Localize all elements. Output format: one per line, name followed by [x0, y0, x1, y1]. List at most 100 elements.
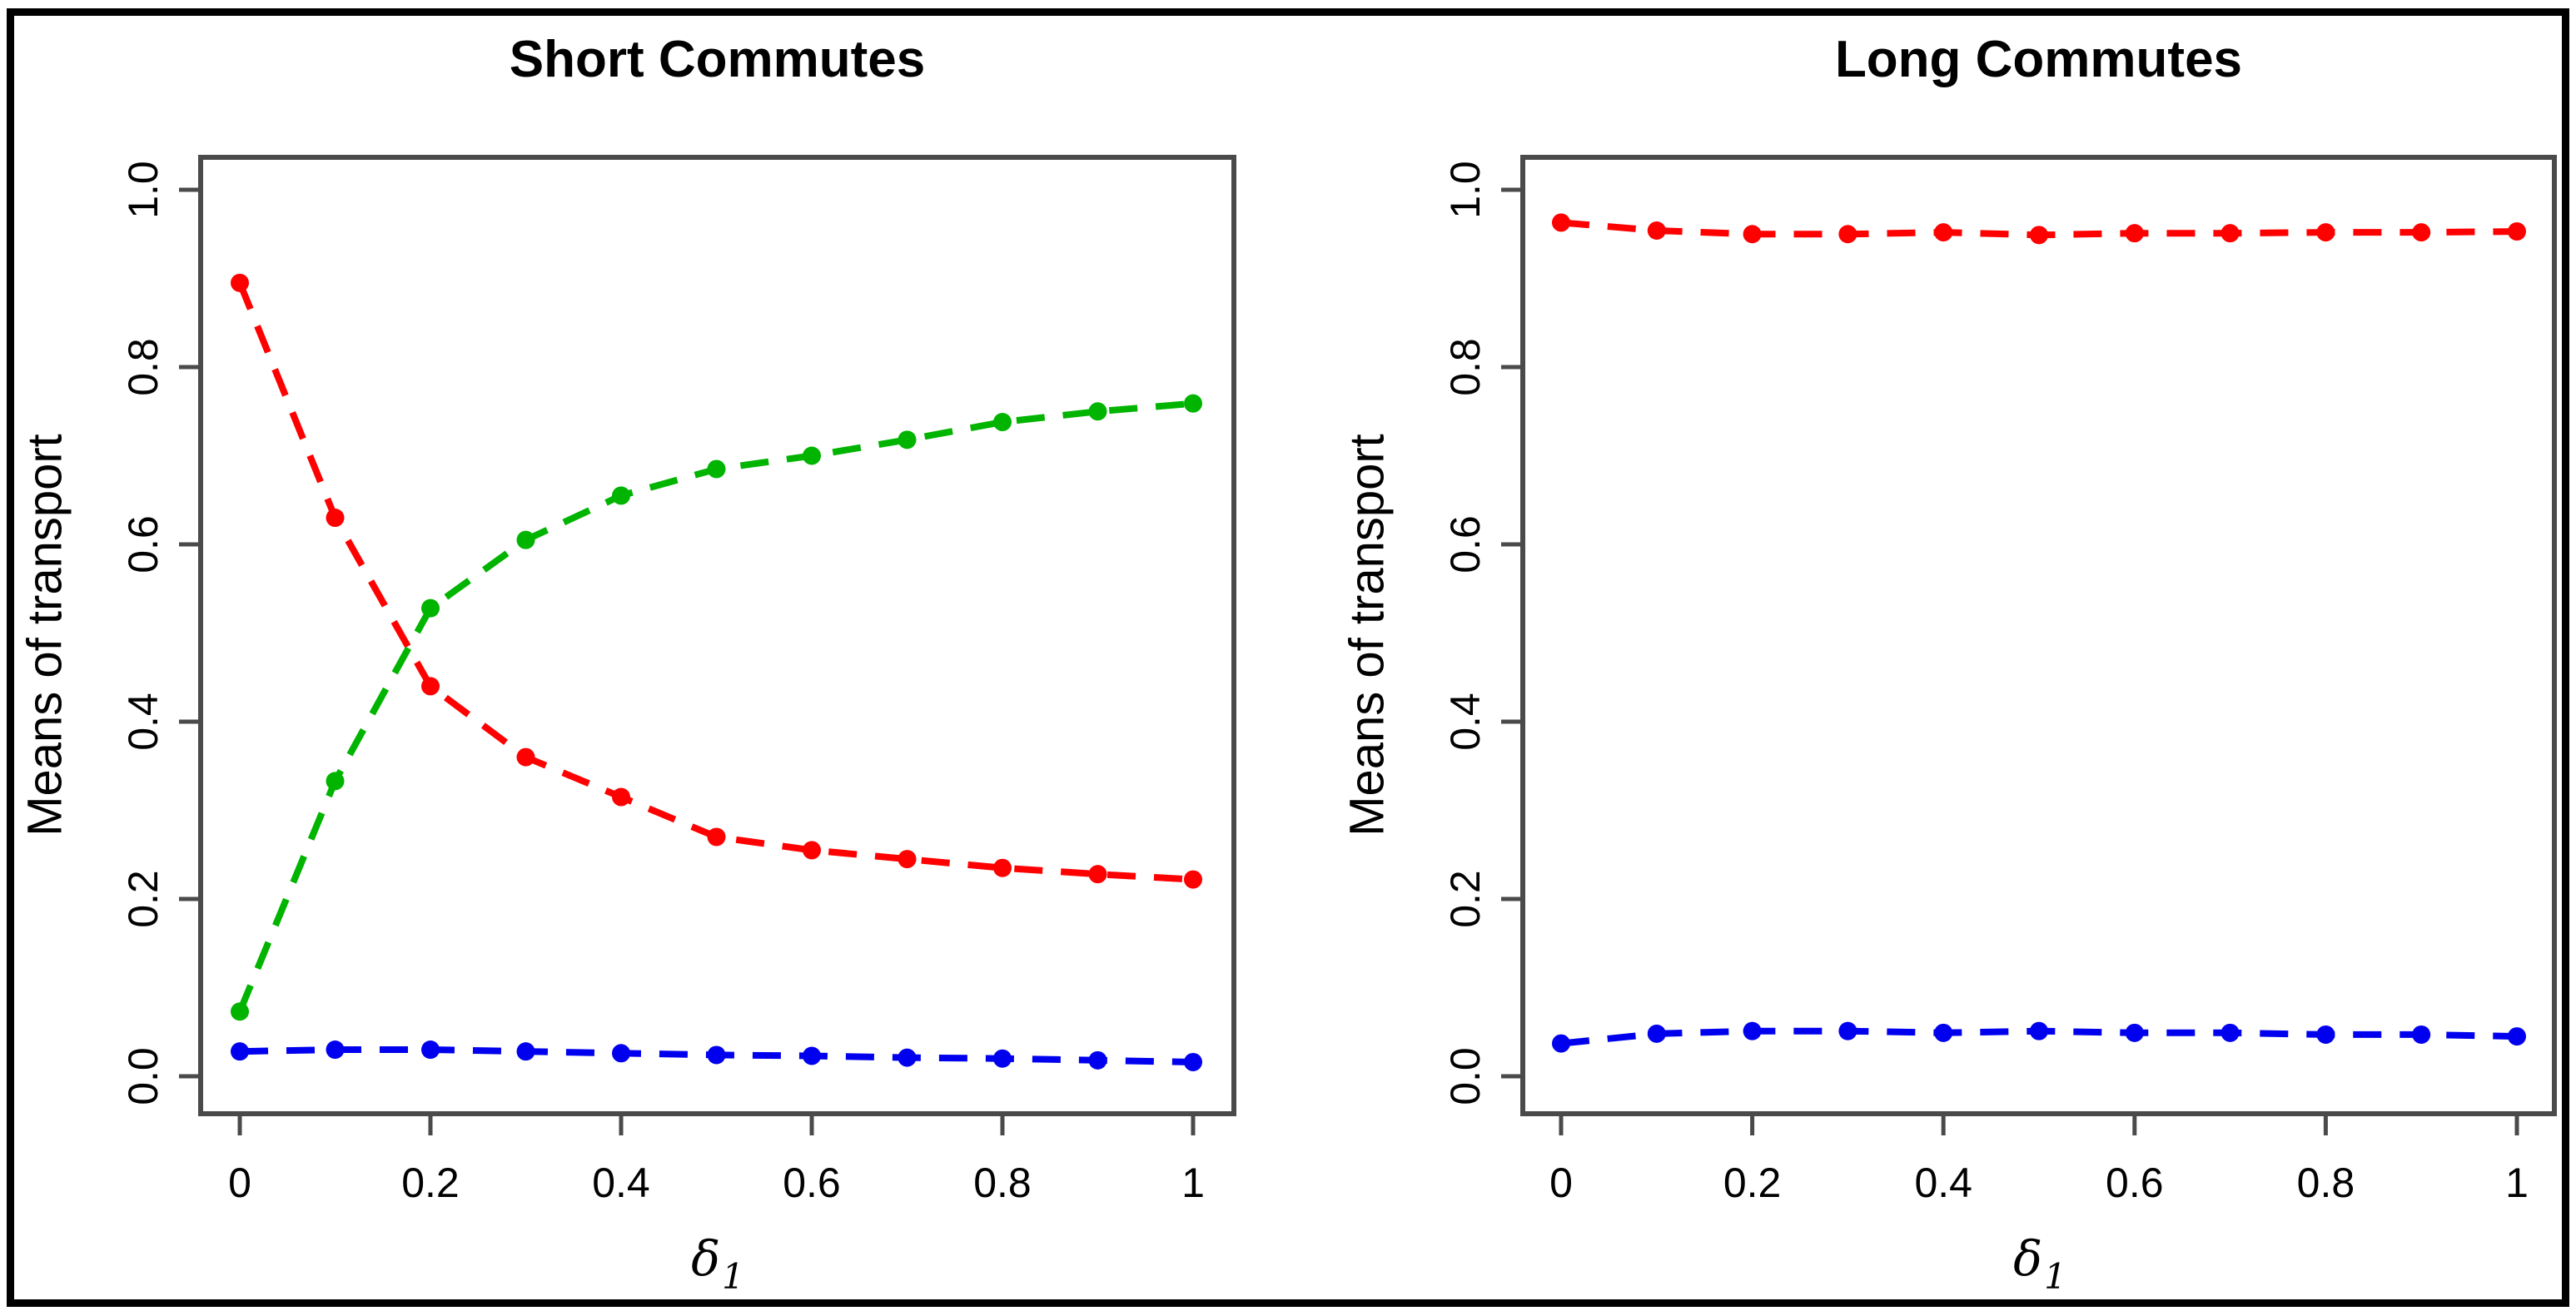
series-blue-point: [2030, 1021, 2048, 1040]
series-red-point: [326, 509, 345, 528]
panel-0: 0 0.2 0.4 0.6 0.8 1 0.0 0.2 0.4 0.6 0.8 1.0: [120, 155, 1236, 1206]
delta-subscript: 1: [2044, 1256, 2066, 1297]
series-red-point: [1552, 213, 1570, 232]
delta-symbol: δ: [2013, 1230, 2043, 1287]
series-green-point: [1184, 394, 1202, 413]
right-x-axis-label: δ1: [2013, 1230, 2066, 1297]
series-blue-point: [1647, 1024, 1666, 1043]
y-tick-label: 0.6: [1442, 515, 1489, 574]
series-green-point: [803, 446, 821, 465]
series-blue-point: [1934, 1023, 1953, 1042]
x-axis: 0 0.2 0.4 0.6 0.8 1: [228, 1114, 1205, 1206]
series-blue-point: [898, 1048, 917, 1067]
left-chart-title: Short Commutes: [509, 31, 926, 88]
left-y-axis-label: Means of transport: [17, 434, 72, 837]
x-tick-label: 0.6: [783, 1160, 841, 1206]
x-tick-label: 0.8: [2297, 1160, 2355, 1206]
series-red-point: [2508, 222, 2526, 241]
series-red-point: [612, 787, 630, 807]
series-blue-point: [421, 1040, 440, 1060]
series-blue-point: [231, 1042, 249, 1061]
left-x-axis-label: δ1: [691, 1230, 744, 1297]
series-green-point: [898, 430, 917, 449]
series-green-point: [612, 486, 630, 505]
y-tick-label: 0.4: [1442, 693, 1489, 751]
plot-box: [1520, 155, 2557, 1116]
series-red-points: [1552, 213, 2526, 245]
series-blue-point: [2220, 1023, 2240, 1042]
y-tick-label: 0.2: [120, 870, 167, 928]
series-blue-point: [1088, 1050, 1107, 1070]
series-blue-point: [2316, 1025, 2335, 1044]
series-red-point: [2412, 223, 2431, 242]
x-tick-label: 0.4: [592, 1160, 650, 1206]
y-tick-label: 0.8: [1442, 338, 1489, 396]
series-blue-point: [1838, 1021, 1857, 1040]
series-blue-point: [2508, 1027, 2526, 1046]
y-axis: 0.0 0.2 0.4 0.6 0.8 1.0: [1442, 161, 1523, 1105]
series-blue-point: [516, 1042, 535, 1061]
y-tick-label: 1.0: [1442, 161, 1489, 219]
series-green-point: [707, 459, 726, 479]
right-y-axis-label: Means of transport: [1340, 434, 1395, 837]
series-red-point: [1838, 225, 1857, 244]
series-green-line: [236, 400, 1194, 1013]
series-green-points: [231, 394, 1202, 1021]
series-red-point: [2125, 224, 2144, 243]
series-green-point: [1088, 402, 1107, 421]
series-blue-point: [993, 1049, 1012, 1068]
series-green-point: [421, 598, 440, 618]
x-tick-label: 0: [1549, 1160, 1573, 1206]
y-axis: 0.0 0.2 0.4 0.6 0.8 1.0: [120, 161, 201, 1105]
y-tick-label: 0.6: [120, 515, 167, 574]
series-blue-point: [1552, 1034, 1570, 1053]
series-blue-point: [1184, 1052, 1202, 1071]
series-red-point: [421, 677, 440, 696]
x-tick-label: 0.2: [1723, 1160, 1782, 1206]
series-red-points: [231, 273, 1202, 889]
series-blue-point: [2125, 1023, 2144, 1042]
series-red-point: [1743, 225, 1762, 244]
series-blue-point: [803, 1046, 821, 1065]
series-red-point: [707, 827, 726, 847]
series-blue-point: [612, 1044, 630, 1063]
y-tick-label: 0.8: [120, 338, 167, 396]
x-tick-label: 0: [228, 1160, 251, 1206]
series-green-point: [993, 413, 1012, 432]
series-red-point: [231, 273, 249, 292]
x-tick-label: 1: [2505, 1160, 2529, 1206]
delta-symbol: δ: [691, 1230, 721, 1287]
y-tick-label: 0.0: [1442, 1047, 1489, 1105]
y-tick-label: 1.0: [120, 161, 167, 219]
x-tick-label: 0.2: [401, 1160, 460, 1206]
delta-subscript: 1: [722, 1256, 744, 1297]
series-blue-points: [231, 1040, 1202, 1071]
series-red-point: [1088, 865, 1107, 884]
series-red-point: [993, 858, 1012, 877]
series-green-point: [326, 772, 345, 791]
series-red-point: [2030, 226, 2048, 245]
y-tick-label: 0.0: [120, 1047, 167, 1105]
series-blue-point: [326, 1040, 345, 1060]
series-red-point: [1184, 870, 1202, 889]
x-axis: 0 0.2 0.4 0.6 0.8 1: [1549, 1114, 2529, 1206]
x-tick-label: 0.8: [973, 1160, 1032, 1206]
series-green-point: [231, 1002, 249, 1021]
series-red-point: [898, 850, 917, 869]
x-tick-label: 1: [1181, 1160, 1205, 1206]
figure-frame: [7, 8, 2569, 1307]
series-red-point: [1934, 223, 1953, 242]
series-blue-point: [707, 1045, 726, 1065]
series-red-point: [516, 747, 535, 767]
y-tick-label: 0.2: [1442, 870, 1489, 928]
series-blue-point: [2412, 1025, 2431, 1044]
series-red-point: [803, 841, 821, 860]
x-tick-label: 0.6: [2106, 1160, 2164, 1206]
series-blue-point: [1743, 1021, 1762, 1040]
panel-1: 0 0.2 0.4 0.6 0.8 1 0.0 0.2 0.4 0.6 0.8 1.0: [1442, 155, 2557, 1206]
series-green-point: [516, 530, 535, 549]
series-blue-points: [1552, 1021, 2526, 1053]
x-tick-label: 0.4: [1914, 1160, 1972, 1206]
series-red-point: [2220, 224, 2240, 243]
